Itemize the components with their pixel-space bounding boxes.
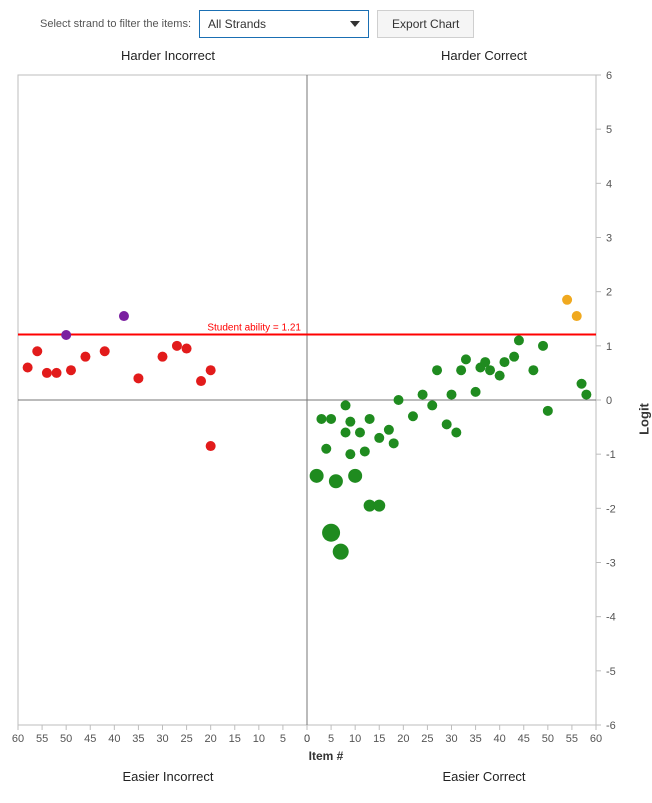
quadrant-top-left: Harder Incorrect (10, 48, 326, 63)
quadrant-top-right: Harder Correct (326, 48, 642, 63)
y-axis-title: Logit (637, 403, 652, 435)
chart-stage: Harder Incorrect Harder Correct -6 -5 -4 -3… (10, 48, 642, 784)
svg-text:2: 2 (606, 287, 612, 299)
svg-text:30: 30 (156, 733, 168, 745)
filter-label: Select strand to filter the items: (40, 18, 191, 30)
svg-text:30: 30 (445, 733, 457, 745)
svg-text:40: 40 (494, 733, 506, 745)
svg-text:35: 35 (469, 733, 481, 745)
svg-text:-5: -5 (606, 666, 616, 678)
chart-wrap: -6-5-4-3-2-10123456051015202530354045505… (10, 69, 642, 769)
svg-text:20: 20 (397, 733, 409, 745)
svg-text:3: 3 (606, 233, 612, 245)
svg-text:5: 5 (328, 733, 334, 745)
svg-text:-2: -2 (606, 503, 616, 515)
chevron-down-icon (350, 21, 360, 27)
svg-text:20: 20 (205, 733, 217, 745)
svg-text:60: 60 (12, 733, 24, 745)
svg-text:-6: -6 (606, 720, 616, 732)
quadrant-labels-bottom: Easier Incorrect Easier Correct (10, 769, 642, 784)
svg-text:60: 60 (590, 733, 602, 745)
strand-select-value: All Strands (208, 17, 266, 31)
svg-text:25: 25 (421, 733, 433, 745)
svg-text:15: 15 (229, 733, 241, 745)
svg-text:50: 50 (60, 733, 72, 745)
svg-text:6: 6 (606, 70, 612, 82)
svg-text:0: 0 (606, 395, 612, 407)
svg-text:45: 45 (518, 733, 530, 745)
quadrant-labels-top: Harder Incorrect Harder Correct (10, 48, 642, 63)
svg-text:55: 55 (566, 733, 578, 745)
svg-text:10: 10 (349, 733, 361, 745)
svg-text:-1: -1 (606, 449, 616, 461)
quadrant-bottom-right: Easier Correct (326, 769, 642, 784)
svg-text:10: 10 (253, 733, 265, 745)
svg-text:40: 40 (108, 733, 120, 745)
svg-text:25: 25 (180, 733, 192, 745)
svg-text:55: 55 (36, 733, 48, 745)
svg-text:15: 15 (373, 733, 385, 745)
svg-text:0: 0 (304, 733, 310, 745)
svg-text:4: 4 (606, 178, 612, 190)
svg-text:45: 45 (84, 733, 96, 745)
svg-text:-4: -4 (606, 612, 616, 624)
svg-text:5: 5 (606, 124, 612, 136)
svg-text:-3: -3 (606, 558, 616, 570)
svg-text:50: 50 (542, 733, 554, 745)
strand-select[interactable]: All Strands (199, 10, 369, 38)
svg-text:35: 35 (132, 733, 144, 745)
svg-text:Student ability = 1.21: Student ability = 1.21 (207, 322, 301, 333)
svg-text:5: 5 (280, 733, 286, 745)
toolbar: Select strand to filter the items: All S… (10, 10, 642, 48)
quadrant-bottom-left: Easier Incorrect (10, 769, 326, 784)
export-chart-button[interactable]: Export Chart (377, 10, 474, 38)
svg-text:1: 1 (606, 341, 612, 353)
scatter-chart: -6-5-4-3-2-10123456051015202530354045505… (10, 69, 642, 769)
